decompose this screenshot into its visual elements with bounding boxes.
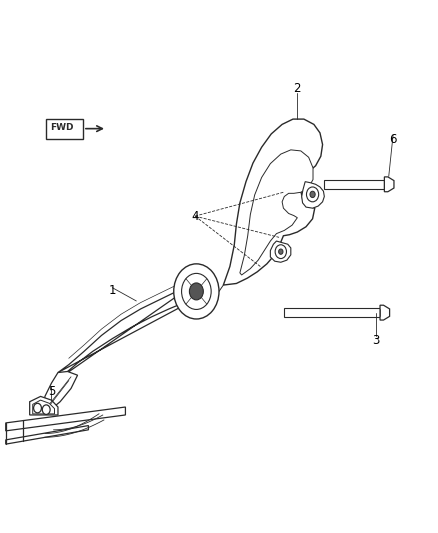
Circle shape — [174, 264, 219, 319]
Text: 2: 2 — [293, 83, 301, 95]
Polygon shape — [240, 150, 313, 275]
Text: 4: 4 — [191, 209, 199, 223]
Polygon shape — [302, 182, 324, 208]
Circle shape — [275, 245, 286, 259]
Circle shape — [310, 191, 315, 198]
Polygon shape — [33, 400, 54, 414]
Circle shape — [307, 187, 319, 202]
Text: 1: 1 — [109, 284, 116, 297]
Polygon shape — [380, 305, 390, 320]
Circle shape — [279, 249, 283, 254]
Polygon shape — [58, 284, 195, 378]
Polygon shape — [223, 119, 322, 285]
Polygon shape — [30, 397, 58, 415]
Polygon shape — [44, 372, 78, 411]
Text: FWD: FWD — [50, 123, 74, 132]
Polygon shape — [284, 309, 380, 317]
Polygon shape — [385, 177, 394, 192]
Text: 3: 3 — [372, 334, 379, 347]
FancyBboxPatch shape — [46, 118, 83, 139]
Circle shape — [189, 283, 203, 300]
Text: 6: 6 — [389, 133, 397, 146]
Polygon shape — [324, 180, 385, 189]
Text: 5: 5 — [48, 385, 55, 398]
Circle shape — [34, 403, 42, 413]
Polygon shape — [6, 425, 88, 444]
Polygon shape — [6, 407, 125, 431]
Circle shape — [182, 273, 211, 310]
Polygon shape — [270, 241, 291, 262]
Circle shape — [42, 405, 50, 415]
